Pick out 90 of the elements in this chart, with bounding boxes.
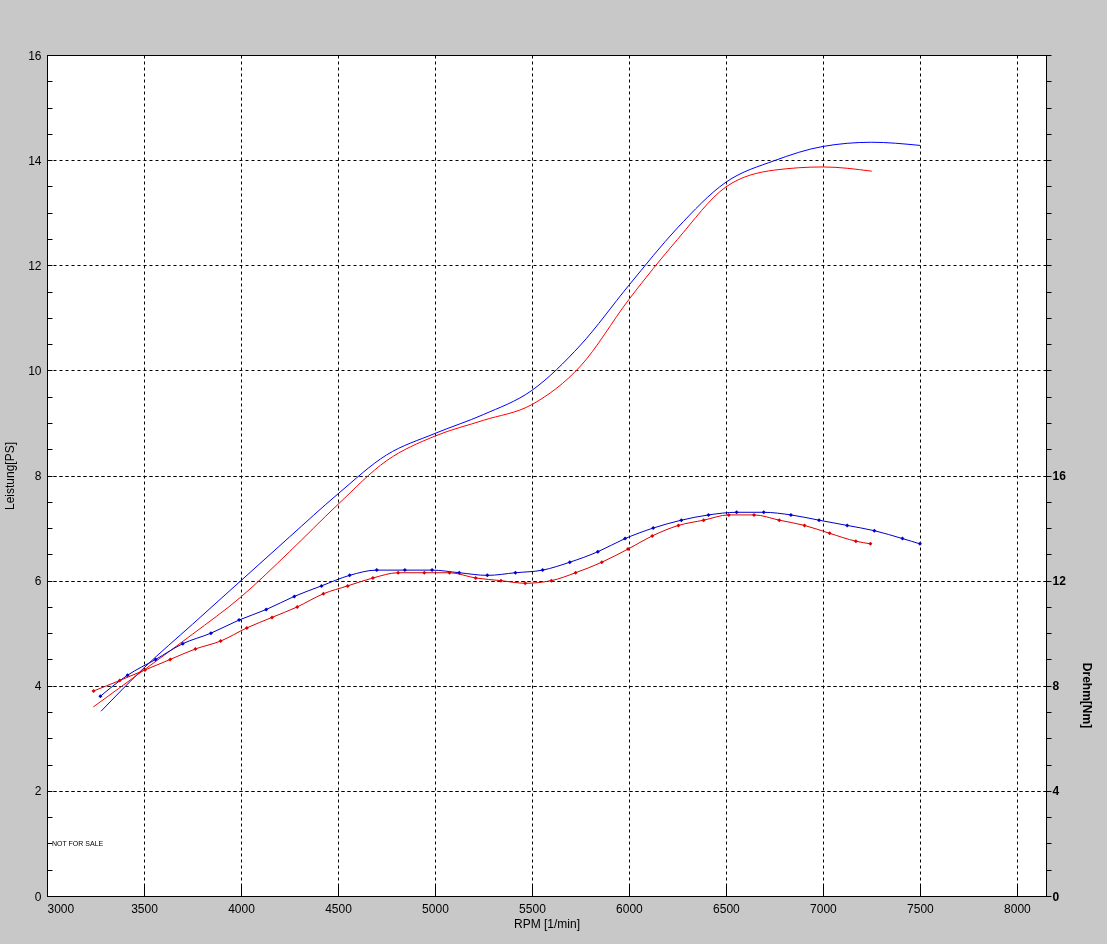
point	[321, 591, 326, 596]
x-tick-label: 4500	[325, 901, 353, 916]
point	[788, 512, 793, 517]
point	[125, 673, 130, 678]
point	[752, 512, 757, 517]
point	[430, 568, 435, 573]
point	[802, 523, 807, 528]
point	[270, 615, 275, 620]
x-tick-label: 3000	[47, 901, 75, 916]
y2-axis-title: Drehm[Nm]	[1079, 662, 1094, 729]
point	[142, 667, 147, 672]
y2-tick-label: 4	[1052, 784, 1060, 799]
point	[676, 523, 681, 528]
point	[549, 578, 554, 583]
y-tick-label: 14	[28, 153, 42, 168]
y-tick-label: 0	[34, 889, 42, 904]
point	[567, 560, 572, 565]
y2-tick-label: 0	[1052, 889, 1060, 904]
point	[701, 518, 706, 523]
point	[237, 618, 242, 623]
point	[292, 594, 297, 599]
point	[498, 578, 503, 583]
x-tick-label: 7000	[810, 901, 838, 916]
point	[817, 518, 822, 523]
point	[473, 576, 478, 580]
y-tick-label: 12	[28, 258, 42, 273]
y2-tick-label: 12	[1052, 574, 1067, 589]
point	[540, 568, 545, 573]
point	[91, 689, 96, 694]
point	[347, 573, 352, 578]
point	[599, 560, 604, 565]
point	[396, 570, 401, 575]
y-tick-label: 8	[34, 469, 42, 483]
point	[513, 570, 518, 575]
point	[180, 641, 185, 646]
point	[218, 639, 223, 644]
point	[650, 533, 655, 538]
point	[370, 576, 375, 580]
y2-tick-label: 16	[1052, 469, 1067, 483]
point	[872, 528, 877, 533]
point	[485, 573, 490, 578]
point	[827, 531, 832, 536]
x-tick-label: 5000	[422, 901, 450, 916]
point	[117, 678, 122, 683]
y-tick-label: 10	[28, 363, 42, 378]
point	[917, 541, 922, 546]
point	[573, 570, 578, 575]
point	[651, 526, 656, 531]
point	[706, 512, 711, 517]
point	[761, 510, 766, 515]
point	[623, 536, 628, 541]
point	[208, 631, 213, 636]
point	[595, 549, 600, 554]
point	[422, 570, 427, 575]
point	[193, 646, 198, 651]
point	[402, 568, 407, 573]
point	[900, 536, 905, 541]
y-tick-label: 16	[28, 48, 42, 63]
point	[868, 541, 873, 546]
point	[153, 657, 158, 662]
point	[625, 547, 630, 552]
x-tick-label: 4000	[228, 901, 256, 916]
point	[345, 583, 350, 588]
point	[319, 583, 324, 588]
point	[264, 607, 269, 612]
y-tick-label: 4	[34, 679, 42, 694]
y-tick-label: 6	[34, 574, 42, 589]
point	[679, 518, 684, 523]
point	[523, 581, 528, 586]
y-axis-title: Leistung[PS]	[2, 441, 17, 511]
x-axis-title: RPM [1/min]	[513, 916, 581, 931]
point	[447, 570, 452, 575]
point	[726, 512, 731, 517]
point	[295, 604, 300, 609]
point	[845, 523, 850, 528]
y-tick-label: 2	[34, 784, 42, 799]
point	[168, 657, 173, 662]
x-tick-label: 5500	[519, 901, 547, 916]
point	[374, 568, 379, 573]
x-tick-label: 6000	[616, 901, 644, 916]
x-tick-label: 6500	[713, 901, 741, 916]
point	[734, 510, 739, 515]
x-tick-label: 8000	[1004, 901, 1032, 916]
y2-tick-label: 8	[1052, 679, 1060, 694]
point	[853, 539, 858, 544]
point	[244, 625, 249, 630]
x-tick-label: 3500	[131, 901, 159, 916]
point	[98, 694, 103, 699]
point	[777, 518, 782, 523]
x-tick-label: 7500	[907, 901, 935, 916]
